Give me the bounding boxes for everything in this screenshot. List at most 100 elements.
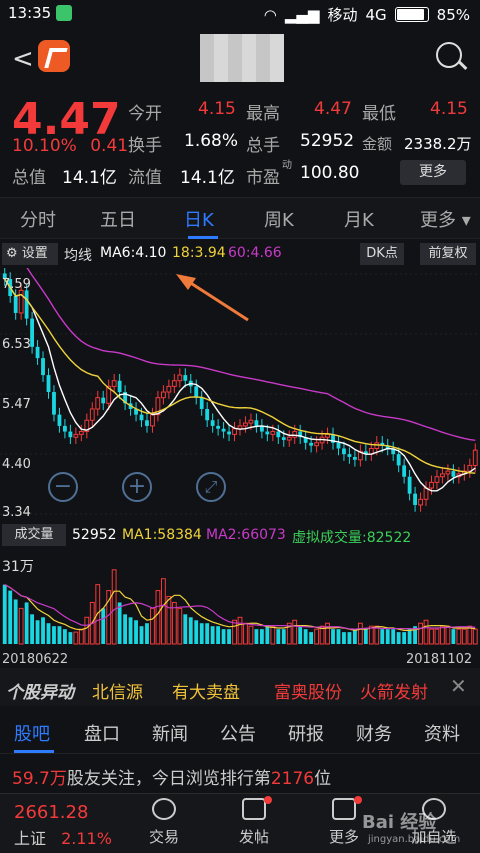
candle (68, 431, 73, 438)
volume-bar (41, 617, 45, 644)
carrier-label: 移动 (327, 6, 358, 24)
open-label: 今开 (128, 104, 162, 124)
close-icon[interactable]: ✕ (450, 674, 467, 698)
candle (270, 431, 276, 435)
volume-indicator-button[interactable]: 成交量 (2, 524, 66, 546)
tab-announcements[interactable]: 公告 (220, 724, 256, 745)
volume-bar (472, 628, 478, 645)
change-percent: 10.10% (12, 136, 77, 156)
ma-label: 均线 (64, 248, 92, 264)
candle (254, 420, 259, 426)
pe-value: 100.80 (300, 163, 360, 183)
tab-five-day[interactable]: 五日 (100, 210, 136, 231)
tab-daily-k[interactable]: 日K (184, 210, 214, 231)
volume-bar (347, 632, 352, 644)
volume-bar (434, 628, 440, 645)
tab-orderbook[interactable]: 盘口 (84, 724, 120, 745)
volume-bar (243, 622, 248, 645)
candle (123, 392, 128, 404)
nav-post[interactable]: 发帖 (214, 796, 294, 847)
pe-dynamic-mark: 动 (282, 160, 292, 171)
volume-bar (331, 629, 335, 644)
volume-chart (2, 569, 478, 645)
battery-icon (394, 7, 429, 22)
volume-bar (336, 629, 341, 644)
tab-profile[interactable]: 资料 (424, 724, 460, 745)
tab-forum[interactable]: 股吧 (14, 724, 50, 745)
tab-weekly-k[interactable]: 周K (264, 210, 294, 231)
index-name: 上证 (14, 829, 47, 848)
volume-value-label: 52952 (72, 527, 117, 543)
adjust-price-button[interactable]: 前复权 (420, 243, 476, 265)
tab-monthly-k[interactable]: 月K (344, 210, 374, 231)
candle (95, 397, 101, 410)
candle (391, 448, 396, 455)
battery-label: 85% (436, 5, 470, 24)
active-tab-indicator (14, 750, 54, 753)
volume-bar (309, 632, 314, 644)
candle (232, 428, 237, 435)
fullscreen-icon[interactable]: ⤢ (196, 472, 226, 502)
low-label: 最低 (362, 104, 396, 124)
search-icon[interactable] (436, 42, 462, 68)
candle (46, 375, 51, 393)
nav-trade[interactable]: 交易 (124, 798, 204, 847)
volume-bar (440, 625, 445, 645)
nav-add-watchlist[interactable]: 加自选 (394, 798, 474, 847)
candle (227, 431, 231, 435)
candle (380, 442, 385, 446)
candle (352, 456, 357, 460)
candle (199, 397, 204, 409)
ticker-item[interactable]: 北信源 (92, 683, 143, 703)
back-arrow-icon[interactable]: < (12, 44, 34, 74)
more-button[interactable]: 更多 (400, 160, 466, 185)
kline-chart[interactable]: 7.59 6.53 5.47 4.40 3.34 (0, 268, 480, 520)
zoom-out-button[interactable]: − (48, 472, 78, 502)
ticker-item[interactable]: 富奥股份 (274, 683, 342, 703)
volume-bar (145, 623, 149, 644)
volume-bar (374, 625, 380, 645)
volume-bar (281, 629, 286, 644)
dk-point-button[interactable]: DK点 (360, 243, 404, 265)
volume-bar (78, 628, 84, 645)
tab-news[interactable]: 新闻 (152, 724, 188, 745)
zoom-in-button[interactable]: + (122, 472, 152, 502)
index-quote[interactable]: 2661.28 上证 2.11% (14, 802, 112, 849)
volume-bar (357, 622, 363, 645)
candle (24, 290, 29, 319)
volume-bar (46, 623, 51, 644)
volume-bar (380, 629, 385, 644)
candle (451, 471, 456, 477)
candle (139, 414, 144, 421)
ma6-line (4, 278, 476, 492)
volume-bar (319, 625, 325, 645)
tab-more[interactable]: 更多 ▾ (420, 210, 471, 231)
nav-more[interactable]: 更多 (304, 796, 384, 847)
ticker-item[interactable]: 火箭发射 (360, 683, 428, 703)
annotation-arrowhead (176, 274, 196, 290)
tab-research[interactable]: 研报 (288, 724, 324, 745)
volume-bar (101, 608, 106, 644)
candle (347, 454, 352, 457)
ticker-item[interactable]: 有大卖盘 (172, 683, 240, 703)
volume-bar (456, 628, 462, 645)
volume-bar (18, 607, 24, 645)
mcap-label: 总值 (12, 168, 46, 188)
candle (30, 318, 35, 347)
volume-bar (106, 590, 112, 645)
candle (385, 445, 390, 449)
tab-intraday[interactable]: 分时 (20, 210, 56, 231)
candle (35, 346, 40, 359)
candle (434, 476, 440, 483)
mcap-value: 14.1亿 (62, 168, 117, 188)
change-amount: 0.41 (90, 136, 129, 156)
settings-button[interactable]: ⚙ 设置 (2, 243, 58, 265)
volume-bar (171, 601, 177, 645)
volume-bar (413, 626, 417, 644)
period-tabs: 分时 五日 日K 周K 月K 更多 ▾ (0, 197, 480, 239)
stock-alert-ticker[interactable]: 个股异动 北信源 有大卖盘 富奥股份 火箭发射 ✕ (0, 668, 480, 706)
candle (309, 442, 314, 446)
candle (407, 476, 412, 494)
tab-finance[interactable]: 财务 (356, 724, 392, 745)
candle (78, 431, 84, 435)
